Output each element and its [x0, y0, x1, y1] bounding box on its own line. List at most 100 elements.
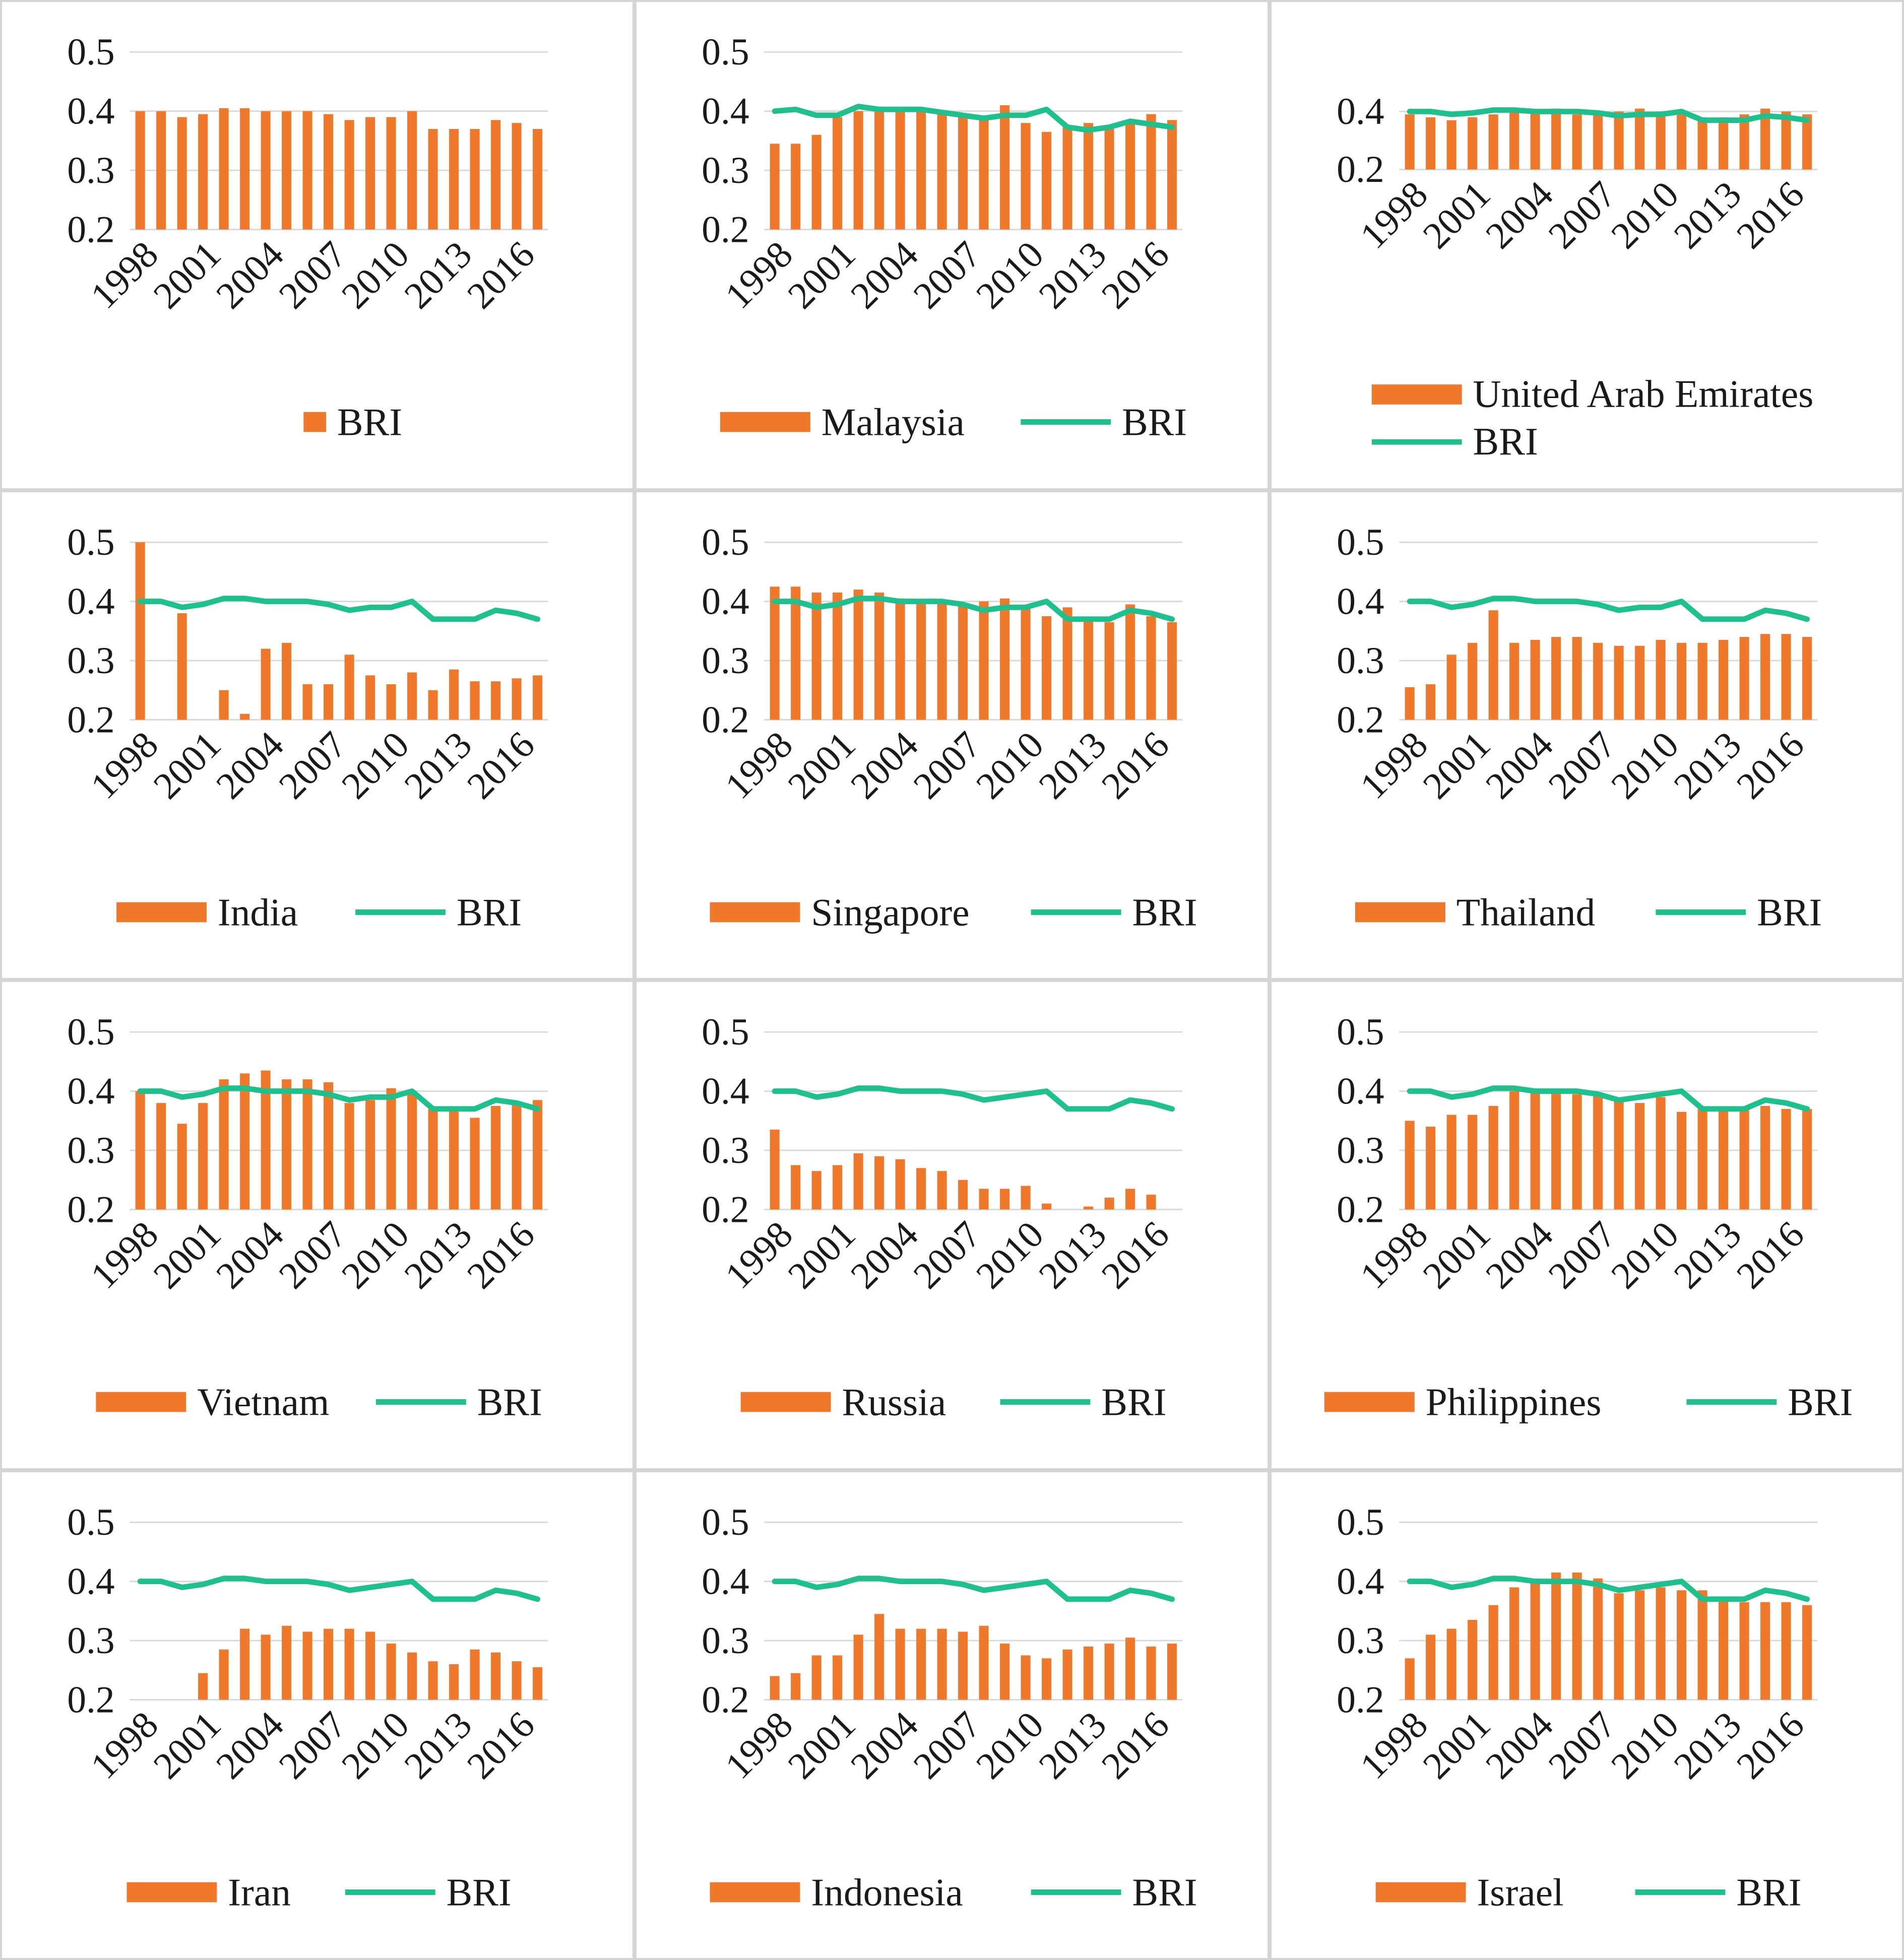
- bar-united-arab-emirates-2016: [1781, 111, 1791, 170]
- bar-india-2014: [470, 681, 480, 720]
- x-tick-label: 2001: [1415, 1213, 1499, 1296]
- line-bri-united-arab-emirates: [1407, 107, 1810, 123]
- x-tick-label: 2007: [271, 1213, 355, 1296]
- bar-iran-2003: [240, 1628, 250, 1700]
- chart-svg-philippines: 0.50.40.30.21998200120042007201020132016…: [1324, 1011, 1853, 1423]
- y-tick-label: 0.5: [67, 1501, 114, 1543]
- bar-philippines-2015: [1760, 1106, 1770, 1210]
- x-tick-label: 2001: [1415, 1704, 1499, 1787]
- bar-philippines-2009: [1634, 1103, 1644, 1210]
- bar-united-arab-emirates-2012: [1697, 117, 1707, 170]
- bar-israel-2000: [1446, 1628, 1456, 1700]
- bar-bri-2010: [386, 117, 396, 230]
- bar-india-2009: [365, 675, 375, 720]
- x-tick-label: 2007: [906, 724, 989, 807]
- x-tick-label: 2010: [334, 1704, 417, 1787]
- chart-svg-malaysia: 0.50.40.30.21998200120042007201020132016…: [702, 31, 1187, 443]
- bar-bri-2012: [428, 128, 438, 230]
- bar-thailand-2010: [1656, 639, 1666, 720]
- bar-india-2006: [302, 684, 312, 720]
- bar-israel-2003: [1509, 1587, 1519, 1700]
- bar-bri-2017: [533, 128, 543, 230]
- bar-bri-2007: [324, 114, 334, 230]
- y-tick-label: 0.2: [67, 1189, 114, 1230]
- bar-iran-2004: [261, 1634, 271, 1700]
- x-tick-label: 2016: [459, 724, 543, 807]
- bar-bri-2011: [407, 111, 417, 230]
- bar-india-2016: [512, 678, 522, 720]
- bar-russia-1998: [770, 1129, 780, 1210]
- bar-india-2013: [449, 669, 459, 720]
- y-tick-label: 0.5: [1337, 1011, 1384, 1053]
- y-tick-label: 0.3: [67, 1619, 114, 1661]
- bar-thailand-2002: [1488, 610, 1498, 720]
- chart-panel-united-arab-emirates: 0.4 0.2 1998 2001 2004 2007 2010 2013 2016 United…: [1269, 0, 1904, 490]
- bar-philippines-2003: [1509, 1091, 1519, 1210]
- line-bri-indonesia: [772, 1575, 1175, 1602]
- y-tick-label: 0.2: [702, 1189, 749, 1230]
- bar-malaysia-1999: [791, 144, 801, 230]
- bar-russia-2000: [811, 1171, 822, 1210]
- bar-malaysia-2009: [1000, 105, 1010, 230]
- chart-panel-singapore: 0.5 0.4 0.3 0.2 1998 2001 2004 2007 2010 2013 2016…: [634, 490, 1270, 980]
- bar-vietnam-1998: [135, 1091, 145, 1210]
- bar-israel-2006: [1572, 1572, 1582, 1700]
- legend-label: India: [218, 890, 298, 934]
- bar-bri-2009: [365, 117, 375, 230]
- x-tick-label: 2007: [271, 233, 355, 316]
- x-tick-label: 2013: [1666, 724, 1750, 807]
- bar-israel-2001: [1467, 1619, 1477, 1700]
- bar-singapore-2015: [1125, 604, 1135, 720]
- y-tick-label: 0.2: [1337, 699, 1384, 741]
- legend-label: Singapore: [811, 890, 970, 934]
- bar-india-2003: [240, 713, 250, 720]
- bar-bri-2001: [198, 114, 208, 230]
- bar-philippines-2017: [1802, 1108, 1812, 1210]
- x-tick-label: 2016: [1729, 1213, 1812, 1296]
- bar-bri-2000: [177, 117, 187, 230]
- x-tick-label: 2001: [146, 1213, 229, 1296]
- bar-russia-2013: [1084, 1206, 1094, 1210]
- bar-philippines-2005: [1551, 1091, 1561, 1210]
- x-tick-label: 2010: [969, 724, 1052, 807]
- bar-vietnam-2001: [198, 1103, 208, 1210]
- bar-russia-2008: [979, 1189, 989, 1210]
- x-tick-label: 2007: [906, 233, 989, 316]
- bar-malaysia-2000: [811, 135, 822, 230]
- x-tick-label: 2016: [1094, 1213, 1178, 1296]
- x-tick-label: 2004: [843, 1213, 927, 1296]
- bar-united-arab-emirates-2013: [1718, 117, 1728, 170]
- x-tick-label: 2004: [208, 724, 292, 807]
- bar-united-arab-emirates-2004: [1530, 111, 1540, 170]
- bar-india-2000: [177, 613, 187, 720]
- chart-panel-iran: 0.5 0.4 0.3 0.2 1998 2001 2004 2007 2010 2013 2016…: [0, 1470, 635, 1960]
- bar-malaysia-2006: [937, 114, 947, 230]
- bar-vietnam-2013: [449, 1108, 459, 1210]
- bar-iran-2017: [533, 1667, 543, 1700]
- chart-svg-vietnam: 0.50.40.30.21998200120042007201020132016…: [67, 1011, 548, 1423]
- bar-iran-2014: [470, 1649, 480, 1700]
- bar-singapore-1998: [770, 586, 780, 720]
- x-tick-label: 2001: [146, 1704, 229, 1787]
- bar-iran-2013: [449, 1664, 459, 1700]
- line-bri-malaysia: [772, 103, 1175, 133]
- bar-indonesia-2014: [1104, 1643, 1114, 1700]
- x-tick-label: 2013: [1031, 233, 1115, 316]
- chart-panel-russia: 0.5 0.4 0.3 0.2 1998 2001 2004 2007 2010 2013 2016…: [634, 980, 1270, 1470]
- legend-label: Israel: [1477, 1870, 1563, 1914]
- legend-label: BRI: [1473, 420, 1538, 463]
- bar-singapore-2000: [811, 592, 822, 720]
- x-tick-label: 2007: [1541, 1213, 1624, 1296]
- bar-philippines-2004: [1530, 1091, 1540, 1210]
- x-tick-label: 2013: [397, 233, 480, 316]
- y-tick-label: 0.2: [67, 1679, 114, 1721]
- x-tick-label: 2013: [397, 1704, 480, 1787]
- bar-malaysia-2004: [895, 111, 906, 230]
- bar-singapore-2007: [958, 604, 968, 720]
- bar-malaysia-2013: [1084, 123, 1094, 230]
- bar-vietnam-2000: [177, 1124, 187, 1210]
- bar-united-arab-emirates-2007: [1593, 111, 1603, 170]
- bar-bri-2015: [491, 120, 501, 230]
- legend-label: Vietnam: [197, 1380, 329, 1423]
- bar-thailand-2017: [1802, 636, 1812, 720]
